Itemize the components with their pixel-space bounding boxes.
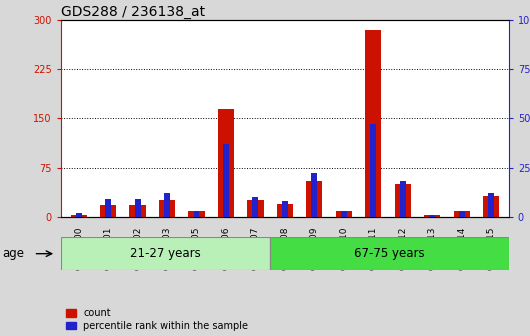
Bar [76, 213, 82, 217]
Legend: count, percentile rank within the sample: count, percentile rank within the sample [66, 308, 249, 331]
Text: age: age [3, 247, 25, 260]
Bar [188, 211, 205, 217]
Bar [61, 237, 270, 270]
Bar [400, 181, 405, 217]
Bar [159, 200, 175, 217]
Bar [483, 196, 499, 217]
Bar [252, 197, 258, 217]
Bar [70, 215, 87, 217]
Text: 67-75 years: 67-75 years [354, 247, 425, 260]
Bar [365, 30, 382, 217]
Bar [458, 211, 465, 217]
Bar [454, 211, 470, 217]
Text: 21-27 years: 21-27 years [130, 247, 201, 260]
Bar [105, 199, 111, 217]
Bar [312, 173, 317, 217]
Bar [223, 144, 229, 217]
Bar [129, 205, 146, 217]
Bar [193, 211, 199, 217]
Bar [135, 199, 140, 217]
Bar [429, 215, 435, 217]
Bar [277, 204, 293, 217]
Text: GDS288 / 236138_at: GDS288 / 236138_at [61, 5, 205, 19]
Bar [282, 201, 288, 217]
Bar [488, 193, 494, 217]
Bar [424, 215, 440, 217]
Bar [306, 181, 322, 217]
Bar [218, 109, 234, 217]
Bar [248, 200, 263, 217]
Bar [100, 205, 116, 217]
Bar [270, 237, 509, 270]
Bar [341, 211, 347, 217]
Bar [370, 124, 376, 217]
Bar [395, 184, 411, 217]
Bar [335, 211, 352, 217]
Bar [164, 193, 170, 217]
